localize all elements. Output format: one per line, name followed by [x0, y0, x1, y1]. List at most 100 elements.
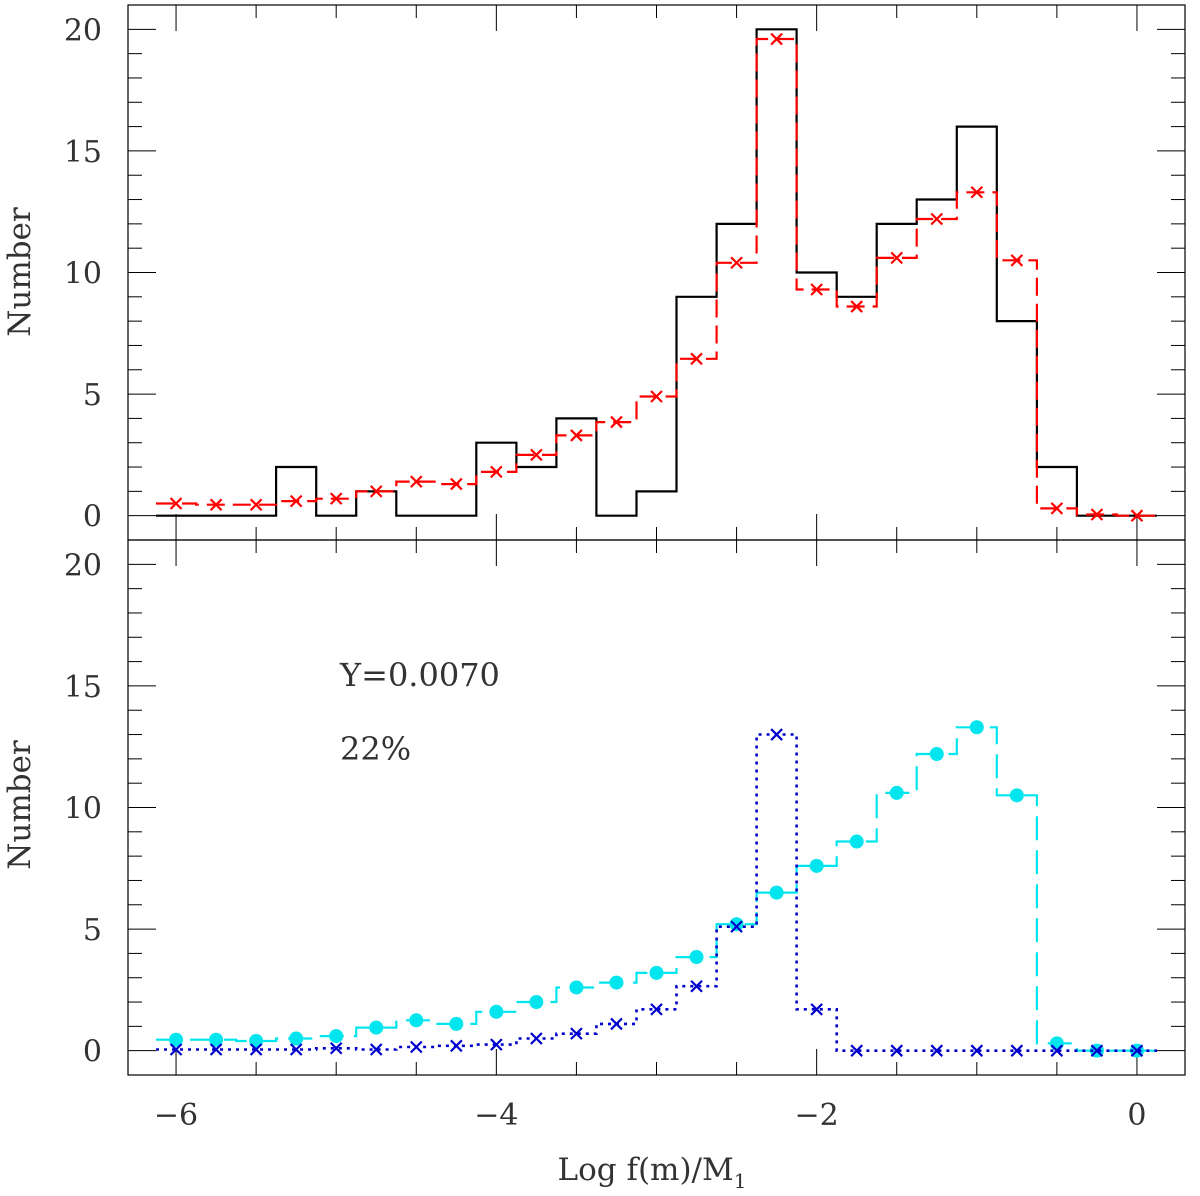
top-series-model-point: [329, 492, 343, 505]
bottom-y-tick-label: 0: [83, 1035, 102, 1070]
bottom-y-tick-label: 15: [64, 670, 102, 705]
top-series-model-line: [156, 37, 1157, 517]
bottom-series-component-2-point: [730, 920, 743, 933]
bottom-series-component-2-point: [209, 1043, 223, 1056]
top-series-observed-line: [156, 28, 1157, 517]
top-series-model-point: [450, 477, 463, 491]
bottom-series-component-2-point: [890, 1044, 904, 1057]
bottom-series-component-2-line: [156, 733, 1157, 1052]
bottom-series-component-1-point: [449, 1016, 464, 1031]
top-series-model-point: [770, 32, 783, 46]
bottom-series-component-2-point: [409, 1040, 423, 1054]
bottom-series-component-1-point: [209, 1032, 224, 1047]
bottom-series-component-2-point: [570, 1027, 583, 1040]
bottom-series-component-2-point: [369, 1043, 383, 1056]
bottom-series-component-1-point: [649, 965, 664, 980]
x-tick-label: −4: [474, 1098, 518, 1133]
bottom-series-component-1-point: [489, 1004, 504, 1019]
bottom-series-component-2-point: [610, 1017, 623, 1031]
bottom-plot-frame: [127, 539, 1186, 1076]
bottom-series-component-1-point: [969, 720, 984, 735]
bottom-series-component-1-point: [689, 950, 704, 965]
top-series-model-point: [850, 300, 863, 313]
bottom-series-component-1-point: [329, 1029, 344, 1044]
bottom-series-component-1-point: [809, 858, 824, 873]
bottom-series-component-2-point: [289, 1043, 303, 1056]
top-series-model-point: [890, 251, 904, 265]
top-series-model-point: [650, 390, 663, 403]
bottom-series-component-1-point: [929, 747, 944, 761]
bottom-series-component-1-point: [289, 1031, 304, 1046]
bottom-series-component-1-point: [569, 980, 584, 995]
annotation-percent: 22%: [340, 730, 411, 768]
top-series-model-point: [570, 429, 583, 442]
top-panel: 0 5 10 15 20: [64, 4, 1186, 541]
bottom-series-component-1-point: [529, 995, 544, 1010]
bottom-series-component-2-point: [1050, 1044, 1064, 1057]
bottom-y-tick-label: 5: [83, 913, 102, 948]
top-series-model-point: [1010, 254, 1024, 267]
bottom-series-component-2-point: [249, 1043, 263, 1056]
top-series-model-point: [209, 498, 223, 512]
top-series-model-point: [810, 283, 823, 296]
top-series-model-point: [1050, 502, 1064, 515]
y-axis-title-bottom: Number: [2, 740, 38, 870]
bottom-series-component-1-point: [369, 1020, 384, 1035]
bottom-y-tick-label: 20: [64, 548, 102, 583]
bottom-y-tick-label: 10: [64, 792, 102, 827]
bottom-series-component-1-point: [1009, 788, 1024, 803]
bottom-series-component-2-point: [970, 1044, 984, 1057]
top-series-model-point: [369, 485, 383, 498]
bottom-series-component-1-point: [409, 1013, 424, 1028]
x-tick-label: 0: [1127, 1098, 1146, 1133]
bottom-series-component-1-point: [889, 785, 904, 800]
bottom-series-component-2-point: [650, 1003, 663, 1016]
x-axis-title: Log f(m)/M1: [558, 1152, 747, 1193]
bottom-series-component-2-point: [490, 1038, 503, 1051]
top-plot-frame: [127, 4, 1186, 541]
top-series-model-point: [249, 498, 263, 512]
bottom-series-component-1-point: [1049, 1036, 1064, 1051]
y-axis-title-top: Number: [2, 207, 38, 337]
x-axis-title-subscript: 1: [734, 1169, 747, 1193]
bottom-panel: 0 5 10 15 20 −6 −4 −2 0: [64, 539, 1186, 1133]
top-y-tick-label: 5: [83, 378, 102, 413]
bottom-series-component-2-point: [169, 1043, 183, 1056]
bottom-series-component-1-point: [769, 885, 784, 900]
bottom-series-component-2-point: [770, 728, 783, 741]
top-series-model-point: [169, 497, 183, 510]
bottom-series-component-2-point: [329, 1041, 343, 1055]
top-series-model-point: [1130, 509, 1144, 522]
top-series-model-point: [409, 475, 423, 488]
top-y-tick-label: 0: [83, 500, 102, 535]
top-series-model-point: [530, 448, 543, 462]
top-y-tick-label: 15: [64, 135, 102, 170]
bottom-series-component-2-point: [690, 979, 703, 993]
bottom-series-component-2-point: [1010, 1044, 1024, 1057]
top-series-model-point: [610, 415, 623, 429]
top-series-model-point: [690, 352, 703, 366]
top-series-model-point: [730, 256, 743, 270]
bottom-series-component-2-point: [450, 1039, 463, 1053]
top-series-model-point: [289, 494, 303, 508]
bottom-series-component-2-point: [930, 1044, 944, 1057]
top-series-model-point: [930, 212, 944, 226]
top-series-model-point: [490, 465, 503, 479]
bottom-series-component-2-point: [1090, 1044, 1104, 1057]
annotation-y-value: Y=0.0070: [339, 656, 500, 694]
top-y-tick-label: 20: [64, 13, 102, 48]
x-tick-label: −6: [154, 1098, 198, 1133]
bottom-series-component-1-point: [169, 1032, 184, 1047]
x-axis-title-main: Log f(m)/M: [558, 1152, 734, 1188]
bottom-series-component-2-point: [810, 1003, 823, 1016]
bottom-series-component-2-point: [850, 1044, 863, 1057]
bottom-series-component-1-point: [729, 917, 744, 932]
top-y-tick-label: 10: [64, 257, 102, 292]
top-series-model-point: [1090, 508, 1104, 521]
bottom-series-component-1-point: [849, 834, 864, 849]
bottom-series-component-1-line: [156, 726, 1157, 1052]
x-tick-label: −2: [795, 1098, 839, 1133]
bottom-series-component-2-point: [1130, 1044, 1144, 1057]
bottom-series-component-2-point: [530, 1032, 543, 1045]
